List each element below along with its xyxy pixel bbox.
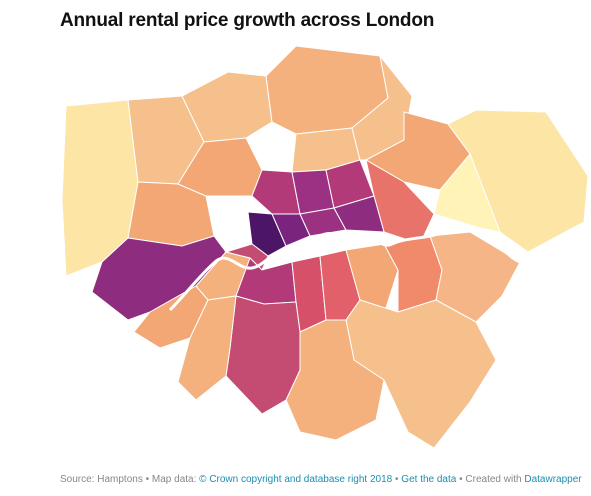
map-data-label: Map data: (151, 474, 197, 485)
created-with: Created with (465, 474, 522, 485)
map (61, 45, 589, 449)
borough (429, 231, 521, 323)
title: Annual rental price growth across London (60, 10, 435, 31)
borough (433, 153, 501, 233)
borough (345, 243, 399, 315)
borough (333, 195, 385, 233)
separator: • (145, 474, 150, 485)
river-thames (168, 224, 523, 312)
separator: • (459, 474, 463, 485)
datawrapper-link[interactable]: Datawrapper (524, 474, 582, 485)
separator: • (395, 474, 399, 485)
borough (177, 295, 237, 401)
borough (351, 55, 413, 161)
borough (247, 211, 287, 257)
copyright-link[interactable]: © Crown copyright and database right 201… (199, 474, 393, 485)
footer: Source: Hamptons • Map data: © Crown cop… (60, 474, 582, 485)
source: Source: Hamptons (60, 474, 143, 485)
get-data-link[interactable]: Get the data (401, 474, 457, 485)
boroughs (61, 45, 589, 449)
